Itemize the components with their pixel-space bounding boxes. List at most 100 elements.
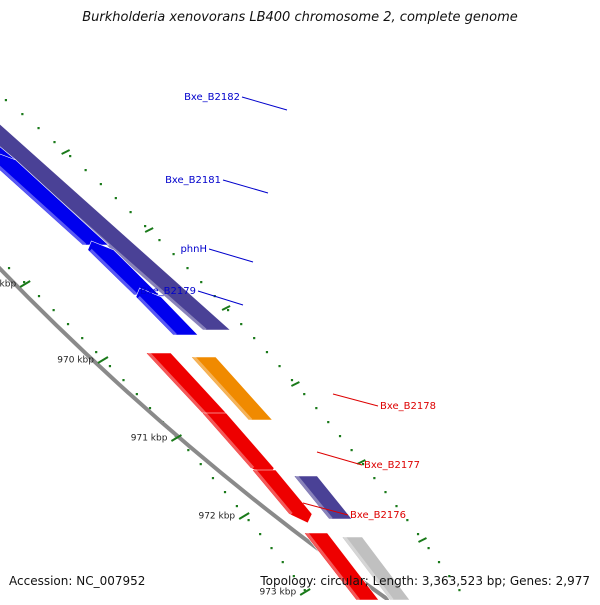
tick-dot-outer bbox=[186, 267, 189, 270]
tick-dot-outer bbox=[373, 477, 376, 480]
reverse-cds-b2178-highlight bbox=[147, 351, 206, 415]
major-tick bbox=[299, 588, 311, 596]
major-tick bbox=[238, 512, 250, 520]
gene-b2176-body bbox=[293, 475, 353, 520]
tick-dot-outer bbox=[226, 309, 230, 312]
leader-line bbox=[241, 96, 288, 111]
tick-dot-outer bbox=[290, 379, 294, 382]
tick-dot-inner bbox=[247, 519, 250, 522]
map-title: Burkholderia xenovorans LB400 chromosome… bbox=[82, 10, 518, 25]
tick-label: 969 kbp bbox=[0, 280, 16, 290]
backbone bbox=[0, 265, 390, 602]
forward-cds-b2179b-highlight bbox=[137, 295, 177, 337]
gene-label: Bxe_B2179 bbox=[140, 286, 196, 297]
tick-dot-inner bbox=[270, 547, 273, 550]
tick-dot-outer bbox=[406, 519, 409, 522]
tick-dot-outer bbox=[114, 197, 117, 200]
forward-cds-phnh bbox=[0, 153, 110, 247]
tick-dot-outer bbox=[84, 169, 87, 172]
tick-dot-outer bbox=[69, 155, 72, 158]
tick-dot-inner bbox=[259, 533, 262, 536]
tick-dot-outer bbox=[158, 239, 161, 242]
reverse-cds-b2176 bbox=[251, 469, 313, 524]
major-tick bbox=[170, 434, 182, 442]
gene-b2176 bbox=[293, 475, 353, 520]
minor-tick bbox=[221, 305, 231, 311]
tick-dot-outer bbox=[315, 407, 318, 410]
forward-cds-phnh-body bbox=[0, 153, 110, 246]
tick-dot-outer bbox=[458, 589, 461, 592]
grey-feature-next-highlight bbox=[343, 536, 394, 601]
reverse-other-b2178-body bbox=[190, 356, 274, 421]
reverse-cds-b2176-body bbox=[251, 469, 313, 524]
tick-dot-outer bbox=[200, 281, 203, 284]
tick-dot-outer bbox=[278, 365, 281, 368]
tick-dot-inner bbox=[292, 575, 295, 578]
minor-tick bbox=[290, 381, 300, 387]
gene-label: Bxe_B2178 bbox=[380, 401, 436, 412]
tick-dot-inner bbox=[303, 589, 306, 592]
backbone-arc bbox=[0, 265, 390, 602]
tick-dot-outer bbox=[427, 547, 430, 550]
tick-dot-outer bbox=[303, 393, 306, 396]
forward-gene-block bbox=[0, 123, 232, 332]
reverse-other-b2178 bbox=[190, 355, 274, 422]
leader-line bbox=[197, 290, 244, 306]
major-tick bbox=[19, 280, 31, 288]
gene-label: Bxe_B2181 bbox=[165, 175, 221, 186]
tick-dot-outer bbox=[4, 99, 8, 102]
tick-dot-outer bbox=[416, 533, 420, 536]
reverse-cds-b2176-highlight bbox=[253, 469, 293, 515]
tick-dot-outer bbox=[144, 225, 147, 228]
tick-dot-outer bbox=[129, 211, 132, 214]
tick-dot-outer bbox=[265, 351, 269, 354]
gene-label: Bxe_B2177 bbox=[364, 460, 420, 471]
tick-dot-inner bbox=[66, 323, 70, 326]
gene-label: Bxe_B2182 bbox=[184, 92, 240, 103]
tick-dot-inner bbox=[108, 365, 112, 368]
tick-dot-outer bbox=[361, 463, 365, 466]
tick-dot-inner bbox=[199, 463, 202, 466]
tick-dot-outer bbox=[338, 435, 342, 438]
tick-dot-outer bbox=[37, 127, 40, 130]
reverse-cds-next-highlight bbox=[305, 532, 360, 601]
minor-tick bbox=[418, 537, 427, 543]
tick-dot-outer bbox=[395, 505, 398, 508]
gene-b2176-highlight bbox=[295, 475, 333, 520]
tick-dot-inner bbox=[223, 491, 227, 494]
tick-dot-outer bbox=[437, 561, 441, 564]
tick-dot-inner bbox=[135, 393, 138, 396]
tick-dot-outer bbox=[21, 113, 24, 116]
tick-label: 971 kbp bbox=[131, 434, 168, 444]
tick-dot-outer bbox=[350, 449, 353, 452]
forward-cds-b2179a-highlight bbox=[89, 248, 138, 297]
tick-dot-inner bbox=[122, 379, 125, 382]
tick-dot-outer bbox=[53, 141, 56, 144]
leader-line bbox=[302, 502, 349, 516]
minor-tick bbox=[144, 227, 154, 233]
tick-dot-outer bbox=[99, 183, 102, 186]
forward-cds-b2179b-body bbox=[135, 287, 199, 336]
tick-dot-inner bbox=[211, 477, 215, 480]
forward-gene-block-body bbox=[0, 123, 232, 331]
reverse-cds-b2177-highlight bbox=[203, 412, 255, 469]
tick-label: 973 kbp bbox=[259, 588, 296, 598]
leader-line bbox=[332, 393, 379, 407]
minor-tick bbox=[61, 149, 71, 155]
topology-text: Topology: circular; Length: 3,363,523 bp… bbox=[260, 574, 590, 588]
tick-dot-inner bbox=[81, 337, 84, 340]
tick-dot-outer bbox=[448, 575, 451, 578]
forward-cds-b2179b bbox=[135, 287, 199, 337]
forward-cds-phnh-highlight bbox=[0, 165, 87, 247]
tick-dot-outer bbox=[384, 491, 387, 494]
leader-line bbox=[222, 179, 269, 194]
tick-label: 970 kbp bbox=[57, 356, 94, 366]
features bbox=[0, 123, 411, 601]
tick-dot-inner bbox=[148, 407, 152, 410]
tick-dot-inner bbox=[187, 449, 190, 452]
tick-dot-outer bbox=[327, 421, 330, 424]
tick-dot-inner bbox=[281, 561, 284, 564]
